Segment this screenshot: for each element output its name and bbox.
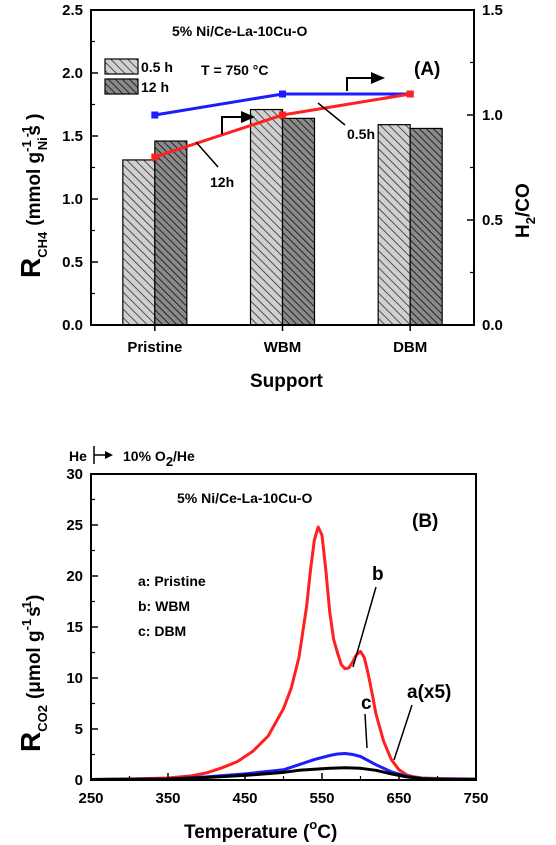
x-tick-label: 650 [386, 790, 411, 807]
panel-b: 0 5 10 15 20 25 30 250 350 450 550 650 750 He 10% O2… [15, 446, 489, 843]
curve-leader-c [364, 713, 368, 749]
right-axis-arrowhead-1 [371, 72, 385, 84]
curve-leader-a [393, 704, 413, 761]
y-axis-title-a: RCH4(mmol g-1Ni-1s ) [15, 114, 50, 278]
ratio-point-0-5h-wbm [279, 90, 286, 98]
bar-wbm-0-5-h [249, 108, 284, 326]
bars-group [122, 108, 443, 326]
y-tick-label: 0.5 [62, 254, 83, 271]
x-tick-label: 550 [309, 790, 334, 807]
bar-dbm-0-5-h [377, 124, 411, 326]
panel-a: 0.0 0.5 1.0 1.5 2.0 2.5 0.0 0.5 1.0 1.5 Pristine WB… [15, 2, 538, 392]
ticks-group-a: 0.0 0.5 1.0 1.5 2.0 2.5 0.0 0.5 1.0 1.5 Pristine WB… [62, 2, 503, 356]
legend-entry-a: a: Pristine [138, 573, 206, 589]
gas-switch-to: 10% O2/He [123, 448, 195, 469]
panel-label-a: (A) [414, 59, 440, 80]
annotation-0.5h: 0.5h [347, 126, 375, 142]
y-tick-label: 2.5 [62, 2, 83, 19]
legend-entry-b: b: WBM [138, 598, 190, 614]
right-axis-arrowhead-2 [241, 111, 255, 123]
bar-pristine-0-5-h [122, 159, 156, 326]
gas-switch-from: He [69, 448, 87, 464]
y2-tick-label: 0.0 [482, 317, 503, 334]
annotation-leader-12h [195, 141, 219, 168]
ratio-point-12h-wbm [279, 111, 286, 119]
x-tick-label-dbm: DBM [393, 339, 427, 356]
bar-pristine-12-h [154, 140, 188, 326]
curve-label-c: c [361, 693, 372, 714]
x-tick-label: 750 [463, 790, 488, 807]
ratio-point-0-5h-pristine [151, 111, 159, 119]
x-axis-title-b: Temperature (oC) [184, 817, 337, 843]
x-tick-label: 450 [232, 790, 257, 807]
y-tick-label: 15 [66, 619, 83, 636]
y-tick-label: 1.0 [62, 191, 83, 208]
condition-label: T = 750 °C [201, 62, 268, 78]
y-tick-label: 0.0 [62, 317, 83, 334]
x-axis-title-a: Support [250, 371, 323, 392]
curve-leader-b [352, 586, 377, 668]
legend-swatch-12h [104, 78, 139, 95]
y-tick-label: 0 [75, 772, 83, 789]
y-tick-label: 10 [66, 670, 83, 687]
y2-tick-label: 1.0 [482, 107, 503, 124]
annotation-12h: 12h [210, 174, 234, 190]
x-tick-label-pristine: Pristine [127, 339, 182, 356]
y-tick-label: 1.5 [62, 128, 83, 145]
chart-title-b: 5% Ni/Ce-La-10Cu-O [177, 490, 312, 506]
y-tick-label: 25 [66, 517, 83, 534]
y-tick-label: 2.0 [62, 65, 83, 82]
ratio-point-12h-pristine [151, 153, 159, 161]
curve-label-b: b [372, 564, 384, 585]
legend-entry-c: c: DBM [138, 623, 186, 639]
curve-c [90, 752, 477, 781]
y-axis-title-b: RCO2(μmol g-1s )-1 [15, 595, 50, 752]
x-tick-label: 250 [78, 790, 103, 807]
right-axis-arrow-2 [221, 116, 242, 134]
panel-label-b: (B) [412, 511, 438, 532]
ratio-point-12h-dbm [406, 90, 414, 98]
y2-tick-label: 0.5 [482, 212, 503, 229]
y2-tick-label: 1.5 [482, 2, 503, 19]
y2-axis-title-a: H2/CO [513, 183, 538, 238]
legend-label-12h: 12 h [141, 79, 169, 95]
bar-wbm-12-h [281, 117, 316, 326]
y-tick-label: 20 [66, 568, 83, 585]
curve-a-x5 [90, 766, 477, 781]
bar-dbm-12-h [409, 127, 443, 326]
ticks-group-b: 0 5 10 15 20 25 30 250 350 450 550 650 750 [66, 466, 488, 807]
legend-swatch-0.5h [104, 58, 139, 75]
annotation-leader-0.5h [317, 102, 346, 126]
curve-label-a: a(x5) [407, 682, 451, 703]
chart-title-a: 5% Ni/Ce-La-10Cu-O [172, 23, 307, 39]
curves-group [90, 525, 477, 781]
x-tick-label-wbm: WBM [264, 339, 302, 356]
gas-switch-arrowhead [105, 451, 113, 459]
legend-label-0.5h: 0.5 h [141, 59, 173, 75]
x-tick-label: 350 [155, 790, 180, 807]
y-tick-label: 30 [66, 466, 83, 483]
right-axis-arrow-1 [346, 77, 372, 91]
y-tick-label: 5 [75, 721, 83, 738]
curve-b [90, 525, 477, 781]
